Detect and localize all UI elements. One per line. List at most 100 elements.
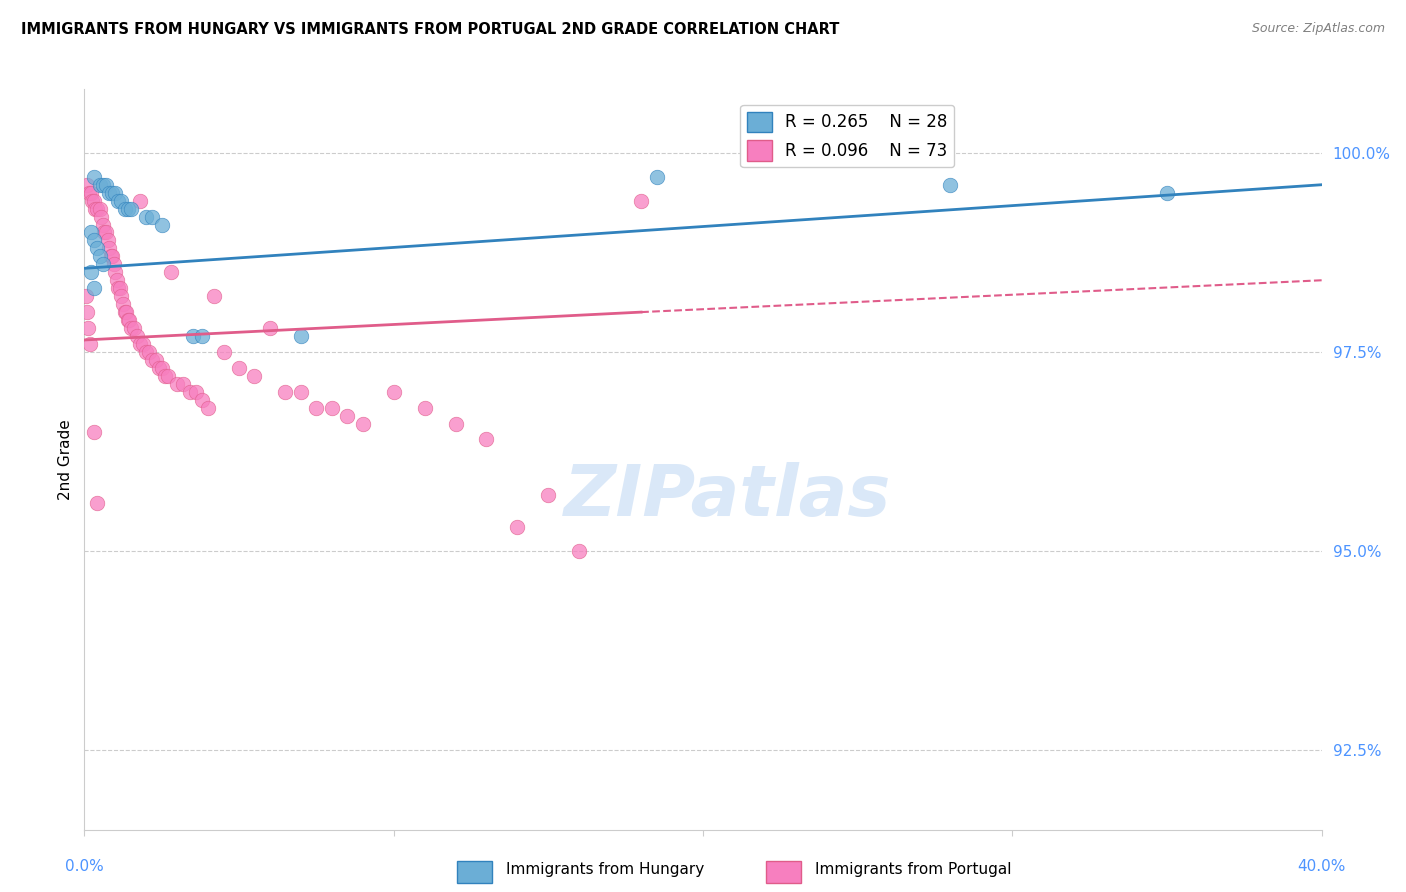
Point (537, 488, 560, 502)
Point (939, 178, 962, 192)
Point (202, 289, 225, 303)
Point (630, 194, 652, 208)
Point (83, 194, 105, 208)
Point (112, 297, 135, 311)
Point (166, 376, 188, 391)
Point (122, 321, 145, 335)
Point (107, 194, 129, 208)
Point (129, 337, 152, 351)
Point (117, 313, 139, 327)
Point (191, 329, 214, 343)
Point (274, 384, 297, 399)
Point (172, 376, 194, 391)
Point (156, 368, 179, 383)
Point (259, 321, 281, 335)
Point (98, 241, 121, 255)
Point (160, 265, 183, 279)
Point (145, 352, 167, 367)
Point (86, 202, 108, 216)
Point (336, 409, 359, 423)
Point (148, 360, 170, 375)
Point (76, 305, 98, 319)
Text: Source: ZipAtlas.com: Source: ZipAtlas.com (1251, 22, 1385, 36)
Point (228, 360, 250, 375)
Point (86, 241, 108, 255)
Point (135, 345, 157, 359)
Point (115, 305, 138, 319)
Point (645, 169, 668, 184)
Point (352, 417, 374, 431)
Point (75, 289, 97, 303)
Point (104, 265, 127, 279)
Y-axis label: 2nd Grade: 2nd Grade (58, 419, 73, 500)
Point (117, 202, 139, 216)
Text: 40.0%: 40.0% (1298, 859, 1346, 874)
Point (153, 368, 176, 383)
Text: Immigrants from Portugal: Immigrants from Portugal (815, 863, 1012, 877)
Legend: R = 0.265    N = 28, R = 0.096    N = 73: R = 0.265 N = 28, R = 0.096 N = 73 (741, 105, 955, 168)
Point (191, 392, 214, 407)
Point (110, 194, 132, 208)
Point (86, 496, 108, 510)
Point (243, 368, 266, 383)
Point (101, 186, 124, 200)
Point (94, 226, 117, 240)
Point (120, 202, 142, 216)
Point (90, 210, 112, 224)
Point (321, 401, 343, 415)
Point (506, 520, 529, 534)
Point (76, 178, 98, 192)
Point (89, 202, 111, 216)
Point (104, 186, 127, 200)
Point (114, 305, 136, 319)
Point (212, 345, 235, 359)
Point (89, 249, 111, 263)
Text: Immigrants from Hungary: Immigrants from Hungary (506, 863, 704, 877)
Point (77, 321, 100, 335)
Point (568, 544, 591, 558)
Point (179, 384, 201, 399)
Point (120, 321, 142, 335)
Point (79, 186, 101, 200)
Text: IMMIGRANTS FROM HUNGARY VS IMMIGRANTS FROM PORTUGAL 2ND GRADE CORRELATION CHART: IMMIGRANTS FROM HUNGARY VS IMMIGRANTS FR… (21, 22, 839, 37)
Point (305, 401, 328, 415)
Point (141, 210, 163, 224)
Point (290, 384, 312, 399)
Point (197, 401, 219, 415)
Point (77, 186, 100, 200)
Point (103, 257, 125, 271)
Point (84, 202, 107, 216)
Point (150, 218, 173, 232)
Point (93, 226, 115, 240)
Point (444, 417, 467, 431)
Point (290, 329, 312, 343)
Point (91, 178, 114, 192)
Point (83, 425, 105, 439)
Point (100, 249, 122, 263)
Point (1156, 186, 1178, 200)
Point (125, 329, 148, 343)
Point (141, 352, 163, 367)
Text: 0.0%: 0.0% (65, 859, 104, 874)
Point (83, 234, 105, 248)
Point (382, 384, 405, 399)
Point (94, 178, 117, 192)
Point (184, 384, 207, 399)
Point (105, 273, 128, 287)
Point (107, 281, 129, 295)
Point (118, 313, 141, 327)
Point (79, 226, 101, 240)
Point (91, 257, 114, 271)
Point (138, 345, 160, 359)
Point (110, 289, 132, 303)
Point (91, 218, 114, 232)
Point (150, 360, 173, 375)
Point (101, 249, 124, 263)
Point (129, 194, 152, 208)
Point (83, 169, 105, 184)
Point (413, 401, 436, 415)
Point (83, 281, 105, 295)
Point (132, 337, 155, 351)
Point (89, 178, 111, 192)
Point (108, 281, 131, 295)
